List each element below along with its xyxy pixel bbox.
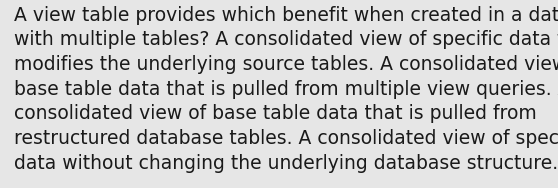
Text: A view table provides which benefit when created in a database
with multiple tab: A view table provides which benefit when… [14,6,558,173]
